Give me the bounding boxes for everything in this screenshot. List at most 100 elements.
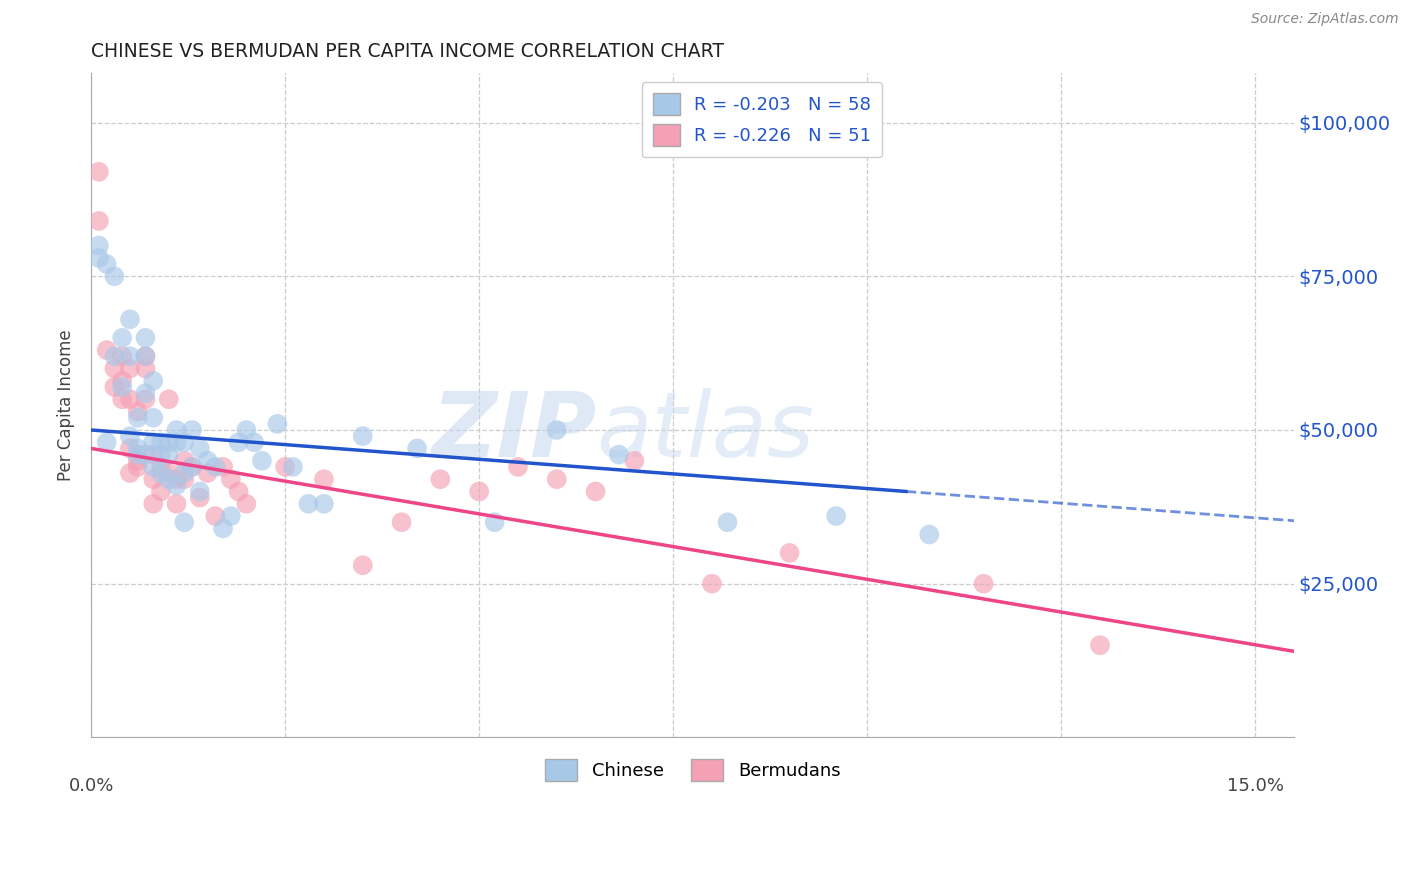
Point — [212, 459, 235, 474]
Point — [134, 392, 156, 407]
Point — [157, 392, 180, 407]
Point — [166, 435, 188, 450]
Text: ZIP: ZIP — [432, 388, 596, 476]
Point — [973, 576, 995, 591]
Text: CHINESE VS BERMUDAN PER CAPITA INCOME CORRELATION CHART: CHINESE VS BERMUDAN PER CAPITA INCOME CO… — [91, 42, 724, 61]
Point — [173, 454, 195, 468]
Point — [181, 423, 204, 437]
Point — [142, 448, 165, 462]
Point — [127, 459, 149, 474]
Point — [297, 497, 319, 511]
Point — [204, 509, 226, 524]
Point — [166, 472, 188, 486]
Text: Source: ZipAtlas.com: Source: ZipAtlas.com — [1251, 12, 1399, 26]
Point — [142, 410, 165, 425]
Point — [716, 515, 738, 529]
Point — [352, 429, 374, 443]
Point — [157, 472, 180, 486]
Point — [111, 374, 134, 388]
Point — [103, 349, 125, 363]
Point — [118, 466, 141, 480]
Point — [188, 442, 211, 456]
Point — [127, 410, 149, 425]
Point — [391, 515, 413, 529]
Point — [150, 466, 173, 480]
Point — [134, 361, 156, 376]
Text: 0.0%: 0.0% — [69, 777, 114, 796]
Point — [352, 558, 374, 573]
Point — [142, 459, 165, 474]
Point — [118, 312, 141, 326]
Point — [197, 466, 219, 480]
Point — [281, 459, 304, 474]
Point — [468, 484, 491, 499]
Point — [166, 423, 188, 437]
Point — [87, 214, 110, 228]
Legend: Chinese, Bermudans: Chinese, Bermudans — [537, 752, 848, 789]
Point — [204, 459, 226, 474]
Point — [111, 380, 134, 394]
Point — [250, 454, 273, 468]
Point — [1088, 638, 1111, 652]
Point — [243, 435, 266, 450]
Point — [197, 454, 219, 468]
Point — [406, 442, 429, 456]
Point — [103, 380, 125, 394]
Point — [150, 435, 173, 450]
Point — [188, 484, 211, 499]
Point — [181, 459, 204, 474]
Point — [118, 392, 141, 407]
Point — [142, 472, 165, 486]
Point — [111, 349, 134, 363]
Point — [623, 454, 645, 468]
Point — [134, 386, 156, 401]
Point — [157, 435, 180, 450]
Point — [111, 392, 134, 407]
Point — [157, 448, 180, 462]
Y-axis label: Per Capita Income: Per Capita Income — [58, 329, 75, 481]
Point — [312, 497, 335, 511]
Point — [111, 331, 134, 345]
Point — [235, 423, 257, 437]
Point — [166, 478, 188, 492]
Point — [506, 459, 529, 474]
Point — [607, 448, 630, 462]
Point — [546, 472, 568, 486]
Point — [150, 448, 173, 462]
Point — [585, 484, 607, 499]
Point — [219, 472, 242, 486]
Text: 15.0%: 15.0% — [1226, 777, 1284, 796]
Point — [700, 576, 723, 591]
Point — [150, 459, 173, 474]
Point — [127, 454, 149, 468]
Point — [266, 417, 288, 431]
Point — [173, 472, 195, 486]
Point — [127, 448, 149, 462]
Point — [142, 374, 165, 388]
Point — [134, 448, 156, 462]
Point — [118, 349, 141, 363]
Point — [235, 497, 257, 511]
Point — [228, 484, 250, 499]
Point — [118, 361, 141, 376]
Point — [546, 423, 568, 437]
Point — [150, 484, 173, 499]
Point — [96, 343, 118, 357]
Point — [918, 527, 941, 541]
Point — [173, 466, 195, 480]
Point — [166, 497, 188, 511]
Point — [188, 491, 211, 505]
Point — [87, 238, 110, 252]
Point — [134, 331, 156, 345]
Point — [127, 442, 149, 456]
Point — [312, 472, 335, 486]
Point — [212, 521, 235, 535]
Point — [118, 442, 141, 456]
Text: atlas: atlas — [596, 388, 814, 476]
Point — [484, 515, 506, 529]
Point — [274, 459, 297, 474]
Point — [87, 251, 110, 265]
Point — [142, 435, 165, 450]
Point — [219, 509, 242, 524]
Point — [134, 349, 156, 363]
